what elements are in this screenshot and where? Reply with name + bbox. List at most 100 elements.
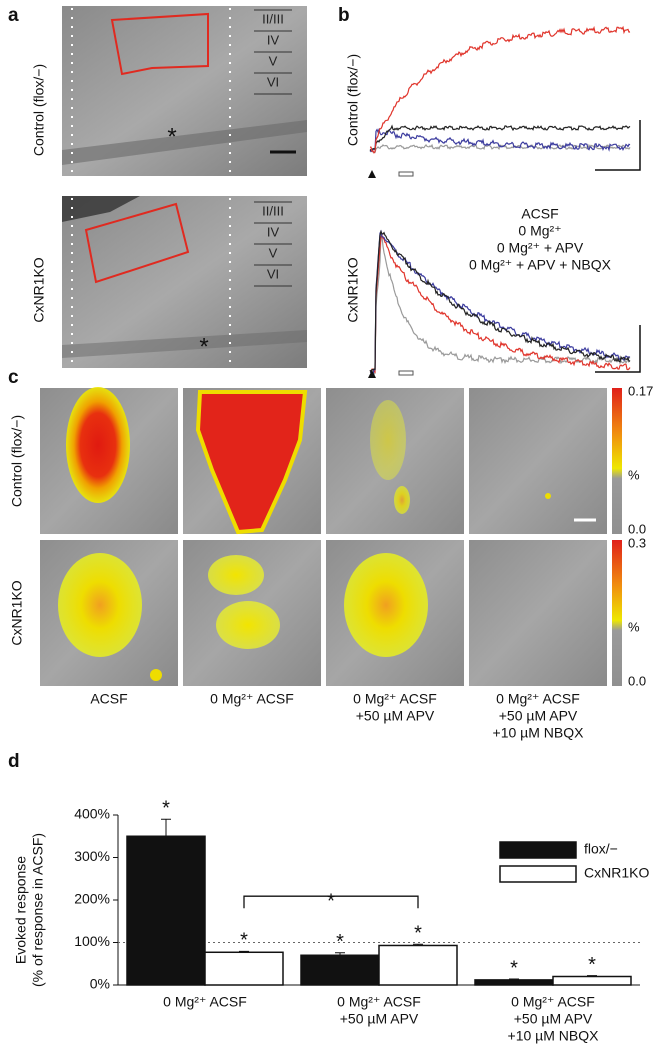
- analysis-window: [398, 171, 414, 177]
- panel-label: a: [8, 5, 19, 26]
- x-tick-label: +50 µM APV: [340, 1011, 419, 1027]
- condition-label: ACSF: [90, 691, 127, 707]
- trace: [369, 143, 631, 154]
- y-axis-label: Evoked response: [13, 856, 29, 964]
- stimulus-arrow: [368, 370, 376, 378]
- scale-bar: [595, 120, 641, 171]
- x-tick-label: +50 µM APV: [514, 1011, 593, 1027]
- legend-label: flox/−: [584, 841, 618, 857]
- color-bar: [612, 540, 622, 686]
- layer-label: VI: [267, 74, 279, 89]
- activity: [394, 486, 410, 514]
- activity: [216, 601, 280, 649]
- row-label: Control (flox/−): [345, 54, 361, 146]
- roi: [110, 12, 209, 76]
- scale-label: 0.17: [628, 383, 653, 398]
- asterisk: *: [167, 123, 176, 150]
- chart: d Evoked response (% of response in ACSF) 0…: [8, 751, 649, 1044]
- activity: [370, 400, 406, 480]
- legend-label: CxNR1KO: [584, 865, 649, 881]
- layer-label: II/III: [262, 203, 284, 218]
- significance: *: [510, 957, 518, 979]
- legend-swatch: [499, 865, 577, 883]
- analysis-window: [398, 370, 414, 376]
- asterisk: *: [199, 333, 208, 360]
- heatmaps: [40, 387, 622, 686]
- legend-entry: 0 Mg²⁺ + APV: [497, 240, 584, 256]
- condition-label: 0 Mg²⁺ ACSF: [496, 691, 580, 707]
- tile: [469, 388, 607, 534]
- scale-bar: [595, 325, 641, 373]
- bar: [126, 835, 206, 986]
- legend-entry: ACSF: [521, 206, 558, 222]
- activity: [344, 553, 428, 657]
- panel-label: c: [8, 367, 19, 388]
- error-bar: [413, 943, 423, 946]
- trace: [369, 233, 631, 376]
- significance: *: [336, 931, 344, 953]
- error-bar: [587, 975, 597, 977]
- trace: [369, 25, 631, 154]
- dark-corner: [62, 196, 140, 222]
- bracket: [243, 895, 419, 909]
- activity: [66, 387, 130, 503]
- roi: [84, 202, 190, 284]
- scale-label: 0.0: [628, 673, 646, 688]
- y-tick-label: 0%: [90, 976, 110, 992]
- scale-label: 0.0: [628, 521, 646, 536]
- y-tick-label: 400%: [74, 806, 110, 822]
- y-axis-label: (% of response in ACSF): [30, 833, 46, 987]
- significance: *: [588, 954, 596, 976]
- condition-label: 0 Mg²⁺ ACSF: [210, 691, 294, 707]
- tile: [469, 540, 607, 686]
- activity: [545, 493, 551, 499]
- layer-label: V: [269, 245, 278, 260]
- traces: [369, 25, 631, 377]
- activity: [58, 553, 142, 657]
- scale-label: %: [628, 619, 640, 634]
- white-matter: [62, 120, 307, 165]
- row-label: CxNR1KO: [345, 257, 361, 322]
- significance: *: [162, 798, 170, 820]
- error-bar: [161, 818, 171, 837]
- activity: [208, 555, 264, 595]
- condition-label: +50 µM APV: [499, 708, 578, 724]
- trace: [369, 234, 631, 374]
- legend-swatch: [499, 841, 577, 859]
- white-matter: [62, 330, 307, 358]
- y-tick-label: 100%: [74, 933, 110, 949]
- row-label: Control (flox/−): [31, 64, 47, 156]
- row-label: CxNR1KO: [9, 580, 25, 645]
- layer-label: IV: [267, 224, 280, 239]
- trace: [369, 124, 631, 151]
- significance: *: [414, 922, 422, 944]
- activity: [150, 669, 162, 681]
- significance: *: [240, 930, 248, 952]
- condition-label: +10 µM NBQX: [493, 725, 585, 741]
- trace: [369, 229, 631, 374]
- bar: [300, 954, 380, 986]
- activity: [195, 390, 308, 535]
- condition-label: +50 µM APV: [356, 708, 435, 724]
- legend-entry: 0 Mg²⁺ + APV + NBQX: [469, 257, 612, 273]
- image-a-bottom: [62, 196, 307, 368]
- color-bar: [612, 388, 622, 534]
- layer-label: V: [269, 53, 278, 68]
- image-a-top: [62, 6, 307, 176]
- x-tick-label: 0 Mg²⁺ ACSF: [511, 994, 595, 1010]
- y-tick-label: 300%: [74, 848, 110, 864]
- error-bar: [335, 952, 345, 956]
- x-tick-label: +10 µM NBQX: [508, 1028, 600, 1044]
- error-bar: [509, 978, 519, 980]
- layer-label: IV: [267, 32, 280, 47]
- bracket-label: *: [327, 890, 335, 912]
- row-label: CxNR1KO: [31, 257, 47, 322]
- bar: [552, 975, 632, 986]
- layer-label: VI: [267, 266, 279, 281]
- layer-label: II/III: [262, 11, 284, 26]
- y-tick-label: 200%: [74, 891, 110, 907]
- bar: [204, 951, 284, 986]
- panel-label: d: [8, 751, 20, 772]
